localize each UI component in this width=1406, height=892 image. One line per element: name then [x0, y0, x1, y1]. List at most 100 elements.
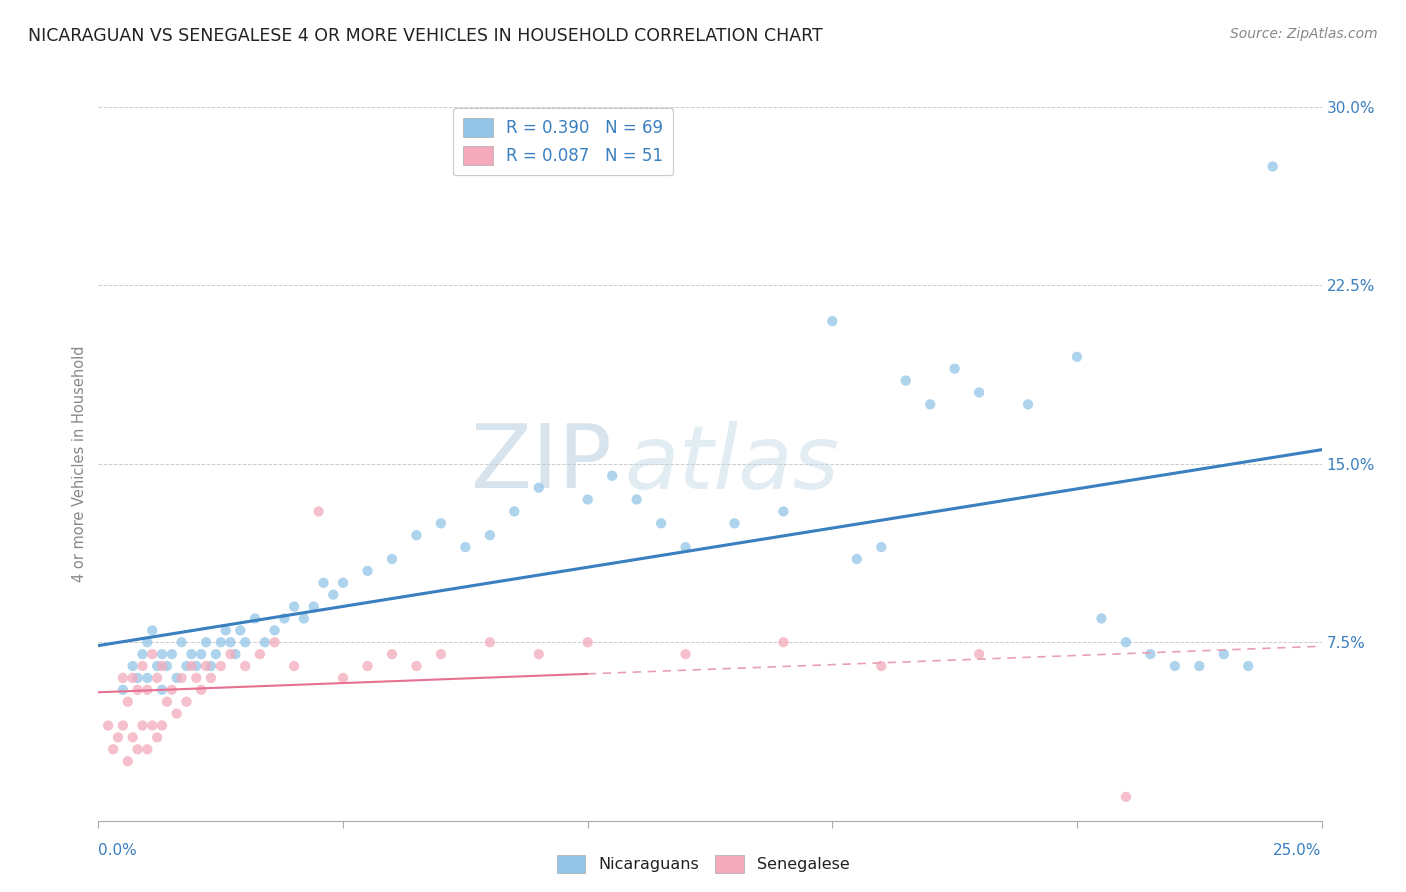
- Point: [576, 635, 599, 649]
- Point: [381, 647, 404, 661]
- Point: [675, 540, 697, 554]
- Point: [156, 659, 179, 673]
- Point: [772, 635, 794, 649]
- Point: [180, 647, 202, 661]
- Text: atlas: atlas: [624, 421, 839, 507]
- Point: [253, 635, 276, 649]
- Point: [430, 516, 453, 531]
- Point: [117, 754, 139, 768]
- Point: [180, 659, 202, 673]
- Point: [131, 659, 153, 673]
- Text: 25.0%: 25.0%: [1274, 843, 1322, 858]
- Point: [243, 611, 266, 625]
- Point: [150, 647, 173, 661]
- Point: [166, 671, 188, 685]
- Point: [190, 682, 212, 697]
- Point: [273, 611, 295, 625]
- Point: [127, 682, 149, 697]
- Text: ZIP: ZIP: [471, 420, 612, 508]
- Point: [121, 731, 143, 745]
- Legend: R = 0.390   N = 69, R = 0.087   N = 51: R = 0.390 N = 69, R = 0.087 N = 51: [453, 108, 673, 175]
- Point: [186, 659, 208, 673]
- Point: [249, 647, 271, 661]
- Point: [131, 718, 153, 732]
- Point: [160, 682, 183, 697]
- Point: [219, 647, 242, 661]
- Point: [150, 682, 173, 697]
- Legend: Nicaraguans, Senegalese: Nicaraguans, Senegalese: [550, 848, 856, 880]
- Point: [967, 385, 990, 400]
- Point: [156, 695, 179, 709]
- Point: [136, 682, 159, 697]
- Point: [1237, 659, 1260, 673]
- Point: [141, 647, 163, 661]
- Point: [1261, 160, 1284, 174]
- Point: [219, 635, 242, 649]
- Point: [332, 671, 354, 685]
- Text: 0.0%: 0.0%: [98, 843, 138, 858]
- Point: [576, 492, 599, 507]
- Point: [214, 624, 236, 638]
- Point: [772, 504, 794, 518]
- Text: Source: ZipAtlas.com: Source: ZipAtlas.com: [1230, 27, 1378, 41]
- Point: [1115, 635, 1137, 649]
- Point: [127, 671, 149, 685]
- Point: [146, 671, 169, 685]
- Point: [170, 671, 193, 685]
- Point: [136, 742, 159, 756]
- Point: [894, 374, 917, 388]
- Point: [322, 588, 344, 602]
- Point: [209, 659, 232, 673]
- Point: [503, 504, 526, 518]
- Point: [160, 647, 183, 661]
- Point: [1212, 647, 1234, 661]
- Point: [136, 671, 159, 685]
- Point: [127, 742, 149, 756]
- Point: [229, 624, 252, 638]
- Point: [107, 731, 129, 745]
- Point: [920, 397, 942, 411]
- Point: [870, 540, 893, 554]
- Point: [1017, 397, 1039, 411]
- Point: [723, 516, 745, 531]
- Point: [650, 516, 672, 531]
- Point: [117, 695, 139, 709]
- Point: [141, 624, 163, 638]
- Point: [111, 682, 134, 697]
- Point: [146, 731, 169, 745]
- Point: [527, 647, 550, 661]
- Point: [1139, 647, 1161, 661]
- Point: [170, 635, 193, 649]
- Point: [263, 624, 285, 638]
- Point: [209, 635, 232, 649]
- Point: [121, 659, 143, 673]
- Point: [205, 647, 228, 661]
- Point: [675, 647, 697, 661]
- Point: [430, 647, 453, 661]
- Point: [1090, 611, 1112, 625]
- Point: [283, 599, 305, 614]
- Point: [292, 611, 315, 625]
- Point: [405, 528, 427, 542]
- Text: NICARAGUAN VS SENEGALESE 4 OR MORE VEHICLES IN HOUSEHOLD CORRELATION CHART: NICARAGUAN VS SENEGALESE 4 OR MORE VEHIC…: [28, 27, 823, 45]
- Point: [186, 671, 208, 685]
- Point: [283, 659, 305, 673]
- Point: [224, 647, 246, 661]
- Point: [101, 742, 124, 756]
- Point: [600, 468, 623, 483]
- Point: [150, 718, 173, 732]
- Point: [176, 695, 198, 709]
- Point: [195, 659, 218, 673]
- Point: [454, 540, 477, 554]
- Point: [527, 481, 550, 495]
- Point: [111, 718, 134, 732]
- Point: [1164, 659, 1187, 673]
- Y-axis label: 4 or more Vehicles in Household: 4 or more Vehicles in Household: [72, 345, 87, 582]
- Point: [176, 659, 198, 673]
- Point: [821, 314, 844, 328]
- Point: [111, 671, 134, 685]
- Point: [312, 575, 335, 590]
- Point: [967, 647, 990, 661]
- Point: [308, 504, 330, 518]
- Point: [190, 647, 212, 661]
